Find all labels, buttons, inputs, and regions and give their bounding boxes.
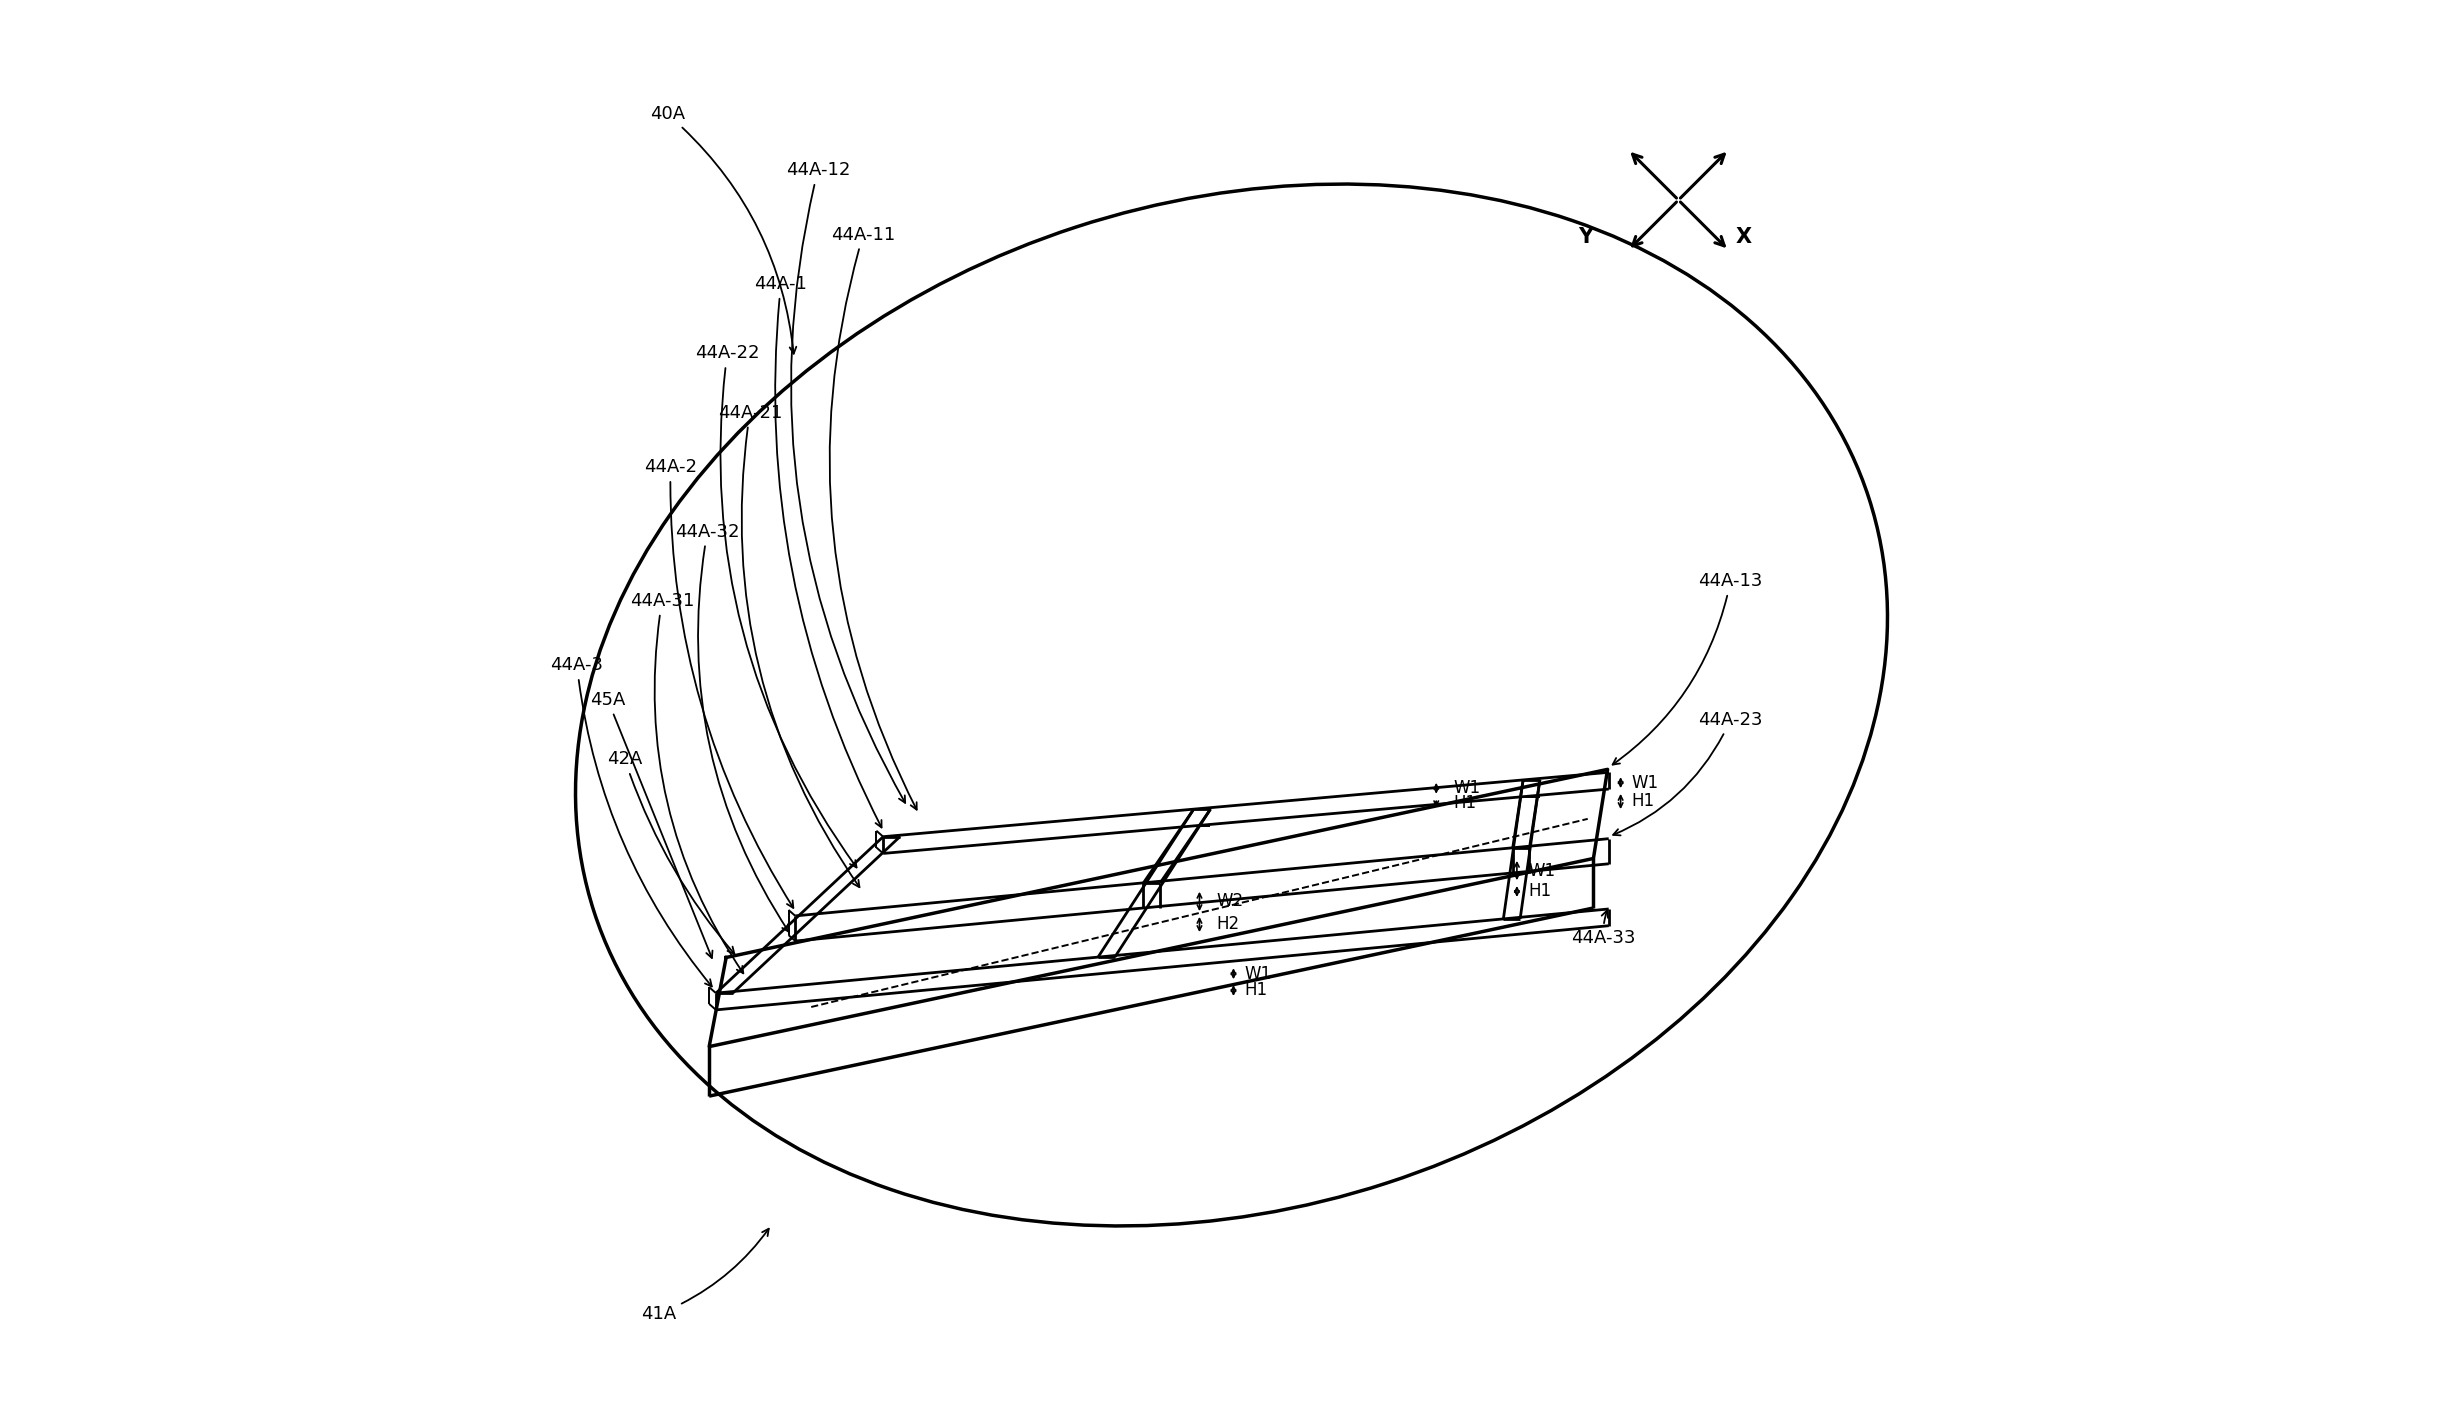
Text: H2: H2 <box>1217 915 1239 933</box>
Text: W1: W1 <box>1527 862 1554 880</box>
Text: 41A: 41A <box>640 1228 768 1323</box>
Text: 44A-3: 44A-3 <box>549 657 712 987</box>
Text: 44A-32: 44A-32 <box>675 523 788 932</box>
Text: 44A-2: 44A-2 <box>643 458 793 908</box>
Text: W1: W1 <box>1633 774 1660 791</box>
Text: 44A-33: 44A-33 <box>1571 911 1635 946</box>
Text: H1: H1 <box>1453 794 1475 812</box>
Text: 44A-22: 44A-22 <box>695 344 857 867</box>
Text: H1: H1 <box>1633 792 1655 811</box>
Text: W1: W1 <box>1453 780 1480 797</box>
Text: 42A: 42A <box>608 750 734 953</box>
Text: 44A-31: 44A-31 <box>631 592 744 973</box>
Text: 44A-21: 44A-21 <box>717 403 860 887</box>
Text: 44A-12: 44A-12 <box>786 161 906 802</box>
Text: 44A-23: 44A-23 <box>1613 711 1764 835</box>
Text: W1: W1 <box>1244 964 1271 983</box>
Text: H1: H1 <box>1244 981 1268 1000</box>
Text: 44A-1: 44A-1 <box>754 275 882 828</box>
Text: H1: H1 <box>1527 883 1552 901</box>
Text: 44A-11: 44A-11 <box>830 226 916 809</box>
Text: 45A: 45A <box>591 691 712 957</box>
Text: 44A-13: 44A-13 <box>1613 572 1764 764</box>
Text: X: X <box>1736 227 1751 247</box>
Text: Y: Y <box>1579 227 1594 247</box>
Text: 40A: 40A <box>650 104 796 354</box>
Text: W2: W2 <box>1217 893 1244 911</box>
